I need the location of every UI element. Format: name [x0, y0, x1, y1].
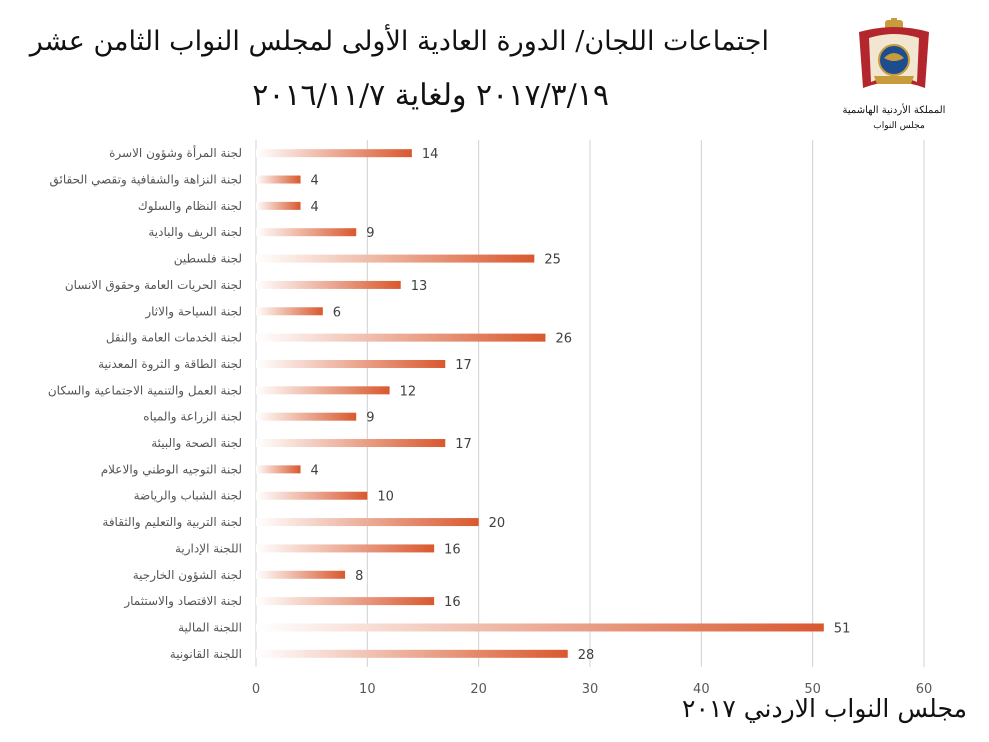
bar: [256, 412, 357, 421]
category-label: لجنة الشباب والرياضة: [134, 489, 242, 504]
category-label: لجنة الخدمات العامة والنقل: [106, 331, 242, 346]
data-label: 51: [834, 621, 851, 636]
data-labels: 14 4 4 9 25 13 6 26 17 12 9 17 4 10 20 16 8 16 51 28: [311, 147, 851, 663]
data-label: 12: [400, 384, 417, 399]
bars: [256, 149, 824, 658]
category-label: لجنة الحريات العامة وحقوق الانسان: [65, 278, 242, 293]
data-label: 4: [311, 200, 319, 215]
category-label: لجنة التربية والتعليم والثقافة: [102, 515, 242, 530]
bar: [256, 623, 824, 632]
data-label: 4: [311, 463, 319, 478]
footer-caption: مجلس النواب الاردني ٢٠١٧: [682, 694, 967, 723]
data-label: 14: [422, 147, 439, 162]
bar: [256, 254, 535, 263]
bar: [256, 201, 301, 210]
data-label: 9: [366, 226, 374, 241]
x-tick-label: 60: [916, 682, 933, 697]
x-tick-label: 10: [359, 682, 376, 697]
bar: [256, 149, 412, 158]
data-label: 20: [489, 516, 506, 531]
category-label: اللجنة الإدارية: [175, 541, 242, 556]
bar: [256, 649, 568, 658]
bar: [256, 280, 401, 289]
bar: [256, 386, 390, 395]
category-label: اللجنة المالية: [178, 620, 242, 634]
category-label: لجنة المرأة وشؤون الاسرة: [109, 145, 242, 161]
category-label: لجنة العمل والتنمية الاجتماعية والسكان: [48, 383, 242, 398]
category-label: لجنة الشؤون الخارجية: [133, 568, 242, 583]
bar: [256, 597, 435, 606]
data-label: 16: [444, 595, 461, 610]
logo-text-line1: المملكة الأردنية الهاشمية: [843, 104, 946, 116]
bar: [256, 570, 346, 579]
category-label: لجنة التوجيه الوطني والاعلام: [101, 462, 242, 477]
gridlines: [255, 140, 925, 667]
bar: [256, 491, 368, 500]
bar: [256, 228, 357, 237]
coat-of-arms-logo: المملكة الأردنية الهاشمية مجلس النواب: [843, 18, 946, 131]
bar: [256, 518, 479, 527]
data-label: 26: [555, 332, 572, 347]
category-label: لجنة الصحة والبيئة: [151, 436, 242, 451]
x-tick-label: 30: [582, 682, 599, 697]
data-label: 16: [444, 542, 461, 557]
data-label: 8: [355, 569, 363, 584]
bar: [256, 465, 301, 474]
data-label: 13: [411, 279, 428, 294]
data-label: 28: [578, 648, 595, 663]
category-label: لجنة الريف والبادية: [148, 225, 242, 240]
data-label: 9: [366, 411, 374, 426]
category-label: لجنة السياحة والاثار: [144, 304, 242, 319]
data-label: 10: [377, 490, 394, 505]
category-label: لجنة الطاقة و الثروة المعدنية: [98, 357, 242, 372]
category-label: لجنة النظام والسلوك: [138, 199, 242, 214]
category-labels: لجنة المرأة وشؤون الاسرة لجنة النزاهة وال…: [48, 145, 242, 662]
x-tick-label: 0: [252, 682, 260, 697]
bar: [256, 359, 446, 368]
bar: [256, 544, 435, 553]
category-label: لجنة الاقتصاد والاستثمار: [123, 594, 242, 609]
data-label: 17: [455, 358, 472, 373]
data-label: 25: [544, 253, 561, 268]
bar: [256, 439, 446, 448]
x-axis-tick-labels: 0 10 20 30 40 50 60: [252, 682, 932, 697]
bar: [256, 307, 323, 316]
chart-title-line2: ٢٠١٧/٣/١٩ ولغاية ٢٠١٦/١١/٧: [252, 78, 609, 113]
category-label: لجنة فلسطين: [174, 252, 242, 267]
chart-title-line1: اجتماعات اللجان/ الدورة العادية الأولى ل…: [29, 26, 769, 57]
x-tick-label: 20: [470, 682, 487, 697]
data-label: 6: [333, 305, 341, 320]
data-label: 4: [311, 174, 319, 189]
x-tick-label: 40: [693, 682, 710, 697]
bar: [256, 175, 301, 184]
category-label: لجنة النزاهة والشفافية وتقصي الحقائق: [50, 173, 242, 188]
data-label: 17: [455, 437, 472, 452]
category-label: اللجنة القانونية: [170, 647, 242, 662]
bar-chart: 0 10 20 30 40 50 60 14 4 4 9 25 13 6 26 17 12 9 17 4 10 20 16…: [48, 140, 932, 697]
logo-text-line2: مجلس النواب: [873, 121, 925, 131]
category-label: لجنة الزراعة والمياه: [143, 410, 242, 425]
x-tick-label: 50: [804, 682, 821, 697]
bar: [256, 333, 546, 342]
